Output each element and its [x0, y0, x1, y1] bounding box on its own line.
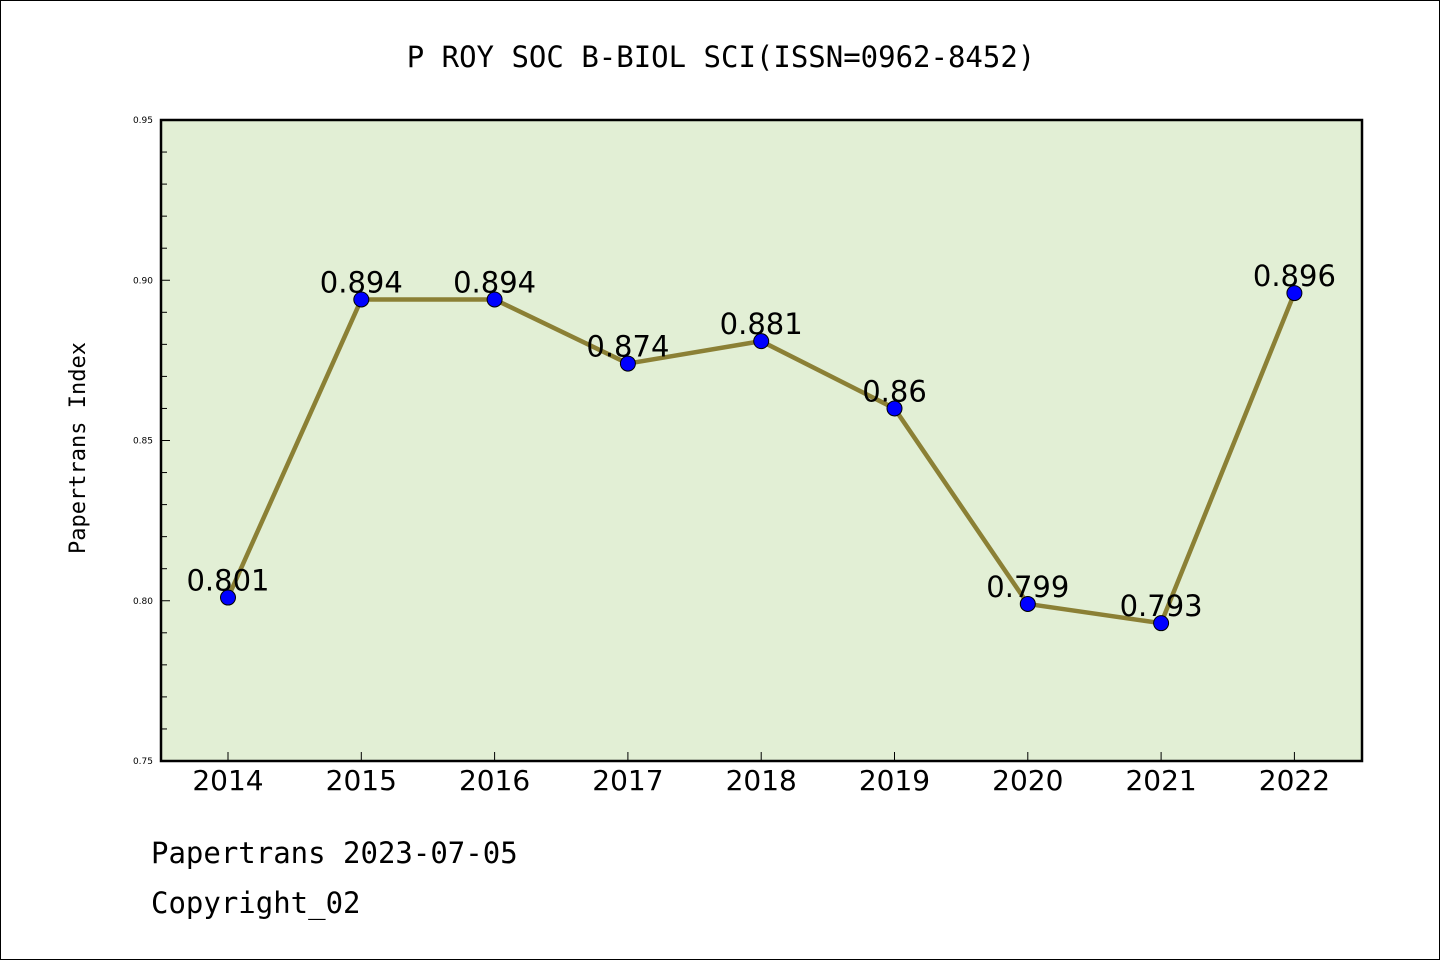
data-point: [486, 291, 503, 308]
y-axis: 0.75 0.80 0.85 0.90 0.95: [133, 116, 170, 767]
data-labels: 0.801 0.894 0.894 0.874 0.881 0.86 0.799 0.793 0…: [186, 259, 1335, 623]
x-tick-label: 2022: [1259, 764, 1330, 797]
data-label: 0.86: [862, 374, 927, 408]
data-label: 0.894: [453, 265, 536, 299]
data-label: 0.793: [1120, 589, 1203, 623]
data-label: 0.874: [586, 330, 669, 364]
footer-source-line: Papertrans 2023-07-05: [151, 836, 518, 870]
data-point: [753, 333, 770, 350]
y-tick-label: 0.75: [133, 757, 153, 767]
footer-copyright-line: Copyright_02: [151, 886, 361, 920]
x-tick-label: 2014: [192, 764, 263, 797]
data-label: 0.896: [1253, 259, 1336, 293]
y-tick-label: 0.95: [133, 116, 153, 126]
x-tick-label: 2015: [326, 764, 397, 797]
data-label: 0.801: [186, 564, 269, 598]
x-tick-label: 2021: [1125, 764, 1196, 797]
data-label: 0.799: [986, 570, 1069, 604]
y-tick-label: 0.85: [133, 437, 153, 447]
data-label: 0.894: [320, 265, 403, 299]
y-axis-label: Papertrans Index: [66, 342, 91, 554]
data-point: [619, 355, 636, 372]
data-markers: [220, 285, 1303, 632]
plot-area: [159, 118, 1364, 763]
data-point: [1019, 595, 1036, 612]
x-tick-label: 2018: [726, 764, 797, 797]
x-axis: 2014 2015 2016 2017 2018 2019 2020 2021 2022: [192, 752, 1330, 797]
data-point: [220, 589, 236, 606]
x-tick-label: 2016: [459, 764, 530, 797]
x-tick-label: 2020: [992, 764, 1063, 797]
data-label: 0.881: [720, 307, 803, 341]
chart-title: P ROY SOC B-BIOL SCI(ISSN=0962-8452): [407, 40, 1036, 74]
data-point: [353, 291, 370, 308]
x-tick-label: 2019: [859, 764, 930, 797]
x-tick-label: 2017: [592, 764, 663, 797]
data-point: [1153, 615, 1170, 632]
y-tick-label: 0.90: [133, 276, 153, 286]
y-tick-label: 0.80: [133, 597, 153, 607]
data-point: [1286, 285, 1303, 302]
data-point: [886, 400, 903, 417]
